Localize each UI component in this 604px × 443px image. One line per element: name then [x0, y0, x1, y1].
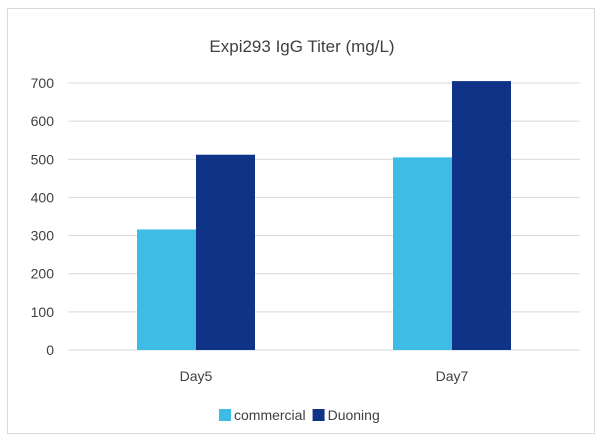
y-tick-label: 400 — [31, 189, 55, 205]
y-tick-label: 700 — [31, 75, 55, 91]
bar-duoning-day7 — [452, 81, 511, 350]
y-tick-label: 0 — [46, 342, 54, 358]
y-tick-label: 100 — [31, 304, 55, 320]
y-tick-label: 500 — [31, 151, 55, 167]
x-axis-ticks: Day5 Day7 — [180, 368, 469, 384]
legend-swatch-duoning — [312, 409, 325, 421]
chart-title: Expi293 IgG Titer (mg/L) — [209, 37, 394, 56]
y-axis-ticks: 0 100 200 300 400 500 600 700 — [31, 75, 55, 358]
y-tick-label: 600 — [31, 113, 55, 129]
y-tick-label: 300 — [31, 228, 55, 244]
x-tick-label: Day5 — [180, 368, 213, 384]
bar-commercial-day7 — [393, 157, 452, 350]
y-tick-label: 200 — [31, 266, 55, 282]
legend-swatch-commercial — [219, 409, 231, 421]
bar-duoning-day5 — [196, 154, 255, 350]
bars — [137, 81, 511, 350]
legend: commercial Duoning — [219, 407, 380, 423]
legend-label-duoning: Duoning — [328, 407, 380, 423]
bar-commercial-day5 — [137, 229, 196, 350]
legend-label-commercial: commercial — [234, 407, 306, 423]
x-tick-label: Day7 — [436, 368, 469, 384]
